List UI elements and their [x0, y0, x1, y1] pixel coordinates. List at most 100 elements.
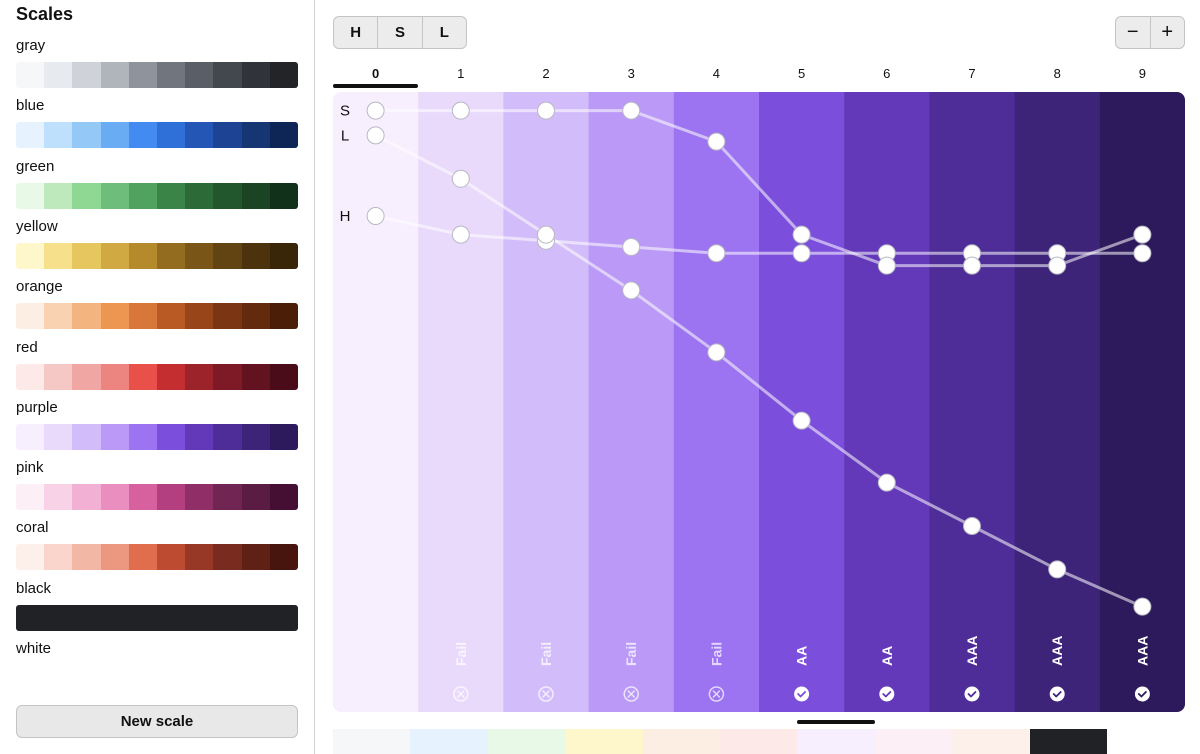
color-swatch[interactable] [213, 242, 242, 269]
color-swatch[interactable] [157, 484, 186, 511]
saturation-point[interactable] [963, 256, 981, 275]
color-swatch[interactable] [44, 122, 73, 149]
color-swatch[interactable] [128, 423, 158, 450]
remove-step-button[interactable]: − [1126, 21, 1139, 43]
color-swatch[interactable] [269, 242, 298, 269]
color-swatch[interactable] [213, 484, 242, 511]
saturation-point[interactable] [1048, 256, 1067, 275]
color-swatch[interactable] [185, 363, 214, 390]
swatch-row[interactable] [16, 423, 298, 450]
step-tab-1[interactable]: 1 [457, 66, 465, 81]
color-swatch[interactable] [100, 182, 129, 209]
color-swatch[interactable] [128, 544, 158, 571]
lightness-point[interactable] [963, 517, 981, 535]
color-swatch[interactable] [157, 122, 186, 149]
color-swatch[interactable] [157, 423, 186, 450]
color-swatch[interactable] [269, 303, 298, 330]
hue-point[interactable] [707, 244, 726, 263]
scale-item-red[interactable]: red [16, 338, 298, 390]
hue-point[interactable] [1133, 244, 1152, 263]
step-column-7[interactable] [929, 92, 1016, 712]
color-swatch[interactable] [72, 544, 101, 571]
color-swatch[interactable] [72, 182, 101, 209]
color-swatch[interactable] [44, 363, 73, 390]
color-swatch[interactable] [213, 544, 242, 571]
color-swatch[interactable] [185, 544, 214, 571]
color-swatch[interactable] [44, 544, 73, 571]
color-swatch[interactable] [72, 423, 101, 450]
step-tab-3[interactable]: 3 [627, 66, 635, 81]
lightness-point[interactable] [537, 225, 555, 244]
saturation-point[interactable] [877, 256, 896, 275]
strip-swatch[interactable] [487, 729, 566, 754]
color-swatch[interactable] [185, 182, 214, 209]
step-tab-9[interactable]: 9 [1138, 66, 1146, 81]
color-swatch[interactable] [72, 62, 101, 88]
color-swatch[interactable] [269, 544, 298, 571]
color-swatch[interactable] [100, 423, 129, 450]
saturation-point[interactable] [1133, 225, 1152, 244]
step-tab-5[interactable]: 5 [797, 66, 806, 81]
color-swatch[interactable] [44, 303, 73, 330]
scale-item-orange[interactable]: orange [16, 277, 298, 330]
color-swatch[interactable] [185, 484, 214, 511]
color-swatch[interactable] [128, 62, 158, 88]
color-swatch[interactable] [213, 363, 242, 390]
color-swatch[interactable] [241, 363, 270, 390]
step-column-4[interactable] [673, 92, 760, 712]
color-swatch[interactable] [185, 242, 214, 269]
color-swatch[interactable] [157, 62, 186, 88]
color-swatch[interactable] [100, 544, 129, 571]
scale-item-gray[interactable]: gray [16, 36, 298, 88]
scale-editor-canvas[interactable]: S L H Fail Fail Fail Fail AA AA AAA AAA AAA [333, 92, 1185, 712]
color-swatch[interactable] [213, 303, 242, 330]
step-column-0[interactable] [333, 92, 419, 712]
lightness-point[interactable] [1048, 560, 1067, 579]
color-swatch[interactable] [241, 122, 270, 149]
strip-swatch[interactable] [410, 729, 488, 754]
swatch-row[interactable] [16, 62, 298, 88]
step-tab-4[interactable]: 4 [712, 66, 720, 81]
lightness-button[interactable]: L [421, 17, 466, 48]
step-column-5[interactable] [759, 92, 845, 712]
hue-point[interactable] [792, 244, 811, 263]
color-swatch[interactable] [16, 604, 298, 631]
step-tab-6[interactable]: 6 [883, 66, 891, 81]
strip-swatch[interactable] [565, 729, 643, 754]
color-swatch[interactable] [44, 182, 73, 209]
lightness-point[interactable] [707, 343, 726, 362]
saturation-point[interactable] [366, 101, 385, 120]
scale-item-yellow[interactable]: yellow [16, 217, 298, 269]
strip-swatch[interactable] [952, 729, 1030, 754]
color-swatch[interactable] [241, 303, 270, 330]
new-scale-button[interactable]: New scale [16, 705, 298, 738]
lightness-point[interactable] [792, 411, 811, 430]
swatch-row[interactable] [16, 484, 298, 511]
swatch-row[interactable] [16, 122, 298, 149]
color-swatch[interactable] [241, 423, 270, 450]
lightness-point[interactable] [877, 473, 896, 492]
lightness-point[interactable] [366, 126, 385, 145]
color-swatch[interactable] [16, 303, 45, 330]
strip-swatch[interactable] [874, 729, 953, 754]
color-swatch[interactable] [16, 544, 45, 571]
color-swatch[interactable] [128, 122, 158, 149]
color-swatch[interactable] [269, 423, 298, 450]
color-swatch[interactable] [16, 62, 45, 88]
color-swatch[interactable] [185, 303, 214, 330]
hue-button[interactable]: H [350, 24, 362, 41]
color-swatch[interactable] [269, 363, 298, 390]
scale-item-blue[interactable]: blue [16, 96, 298, 149]
color-swatch[interactable] [100, 484, 129, 511]
saturation-point[interactable] [451, 101, 470, 120]
strip-swatch[interactable] [797, 729, 875, 754]
color-swatch[interactable] [72, 484, 101, 511]
color-swatch[interactable] [213, 182, 242, 209]
color-swatch[interactable] [128, 484, 158, 511]
saturation-point[interactable] [622, 101, 641, 120]
add-step-button[interactable]: + [1149, 17, 1185, 48]
color-swatch[interactable] [241, 182, 270, 209]
color-swatch[interactable] [157, 303, 186, 330]
color-swatch[interactable] [16, 423, 45, 450]
saturation-point[interactable] [792, 225, 811, 244]
